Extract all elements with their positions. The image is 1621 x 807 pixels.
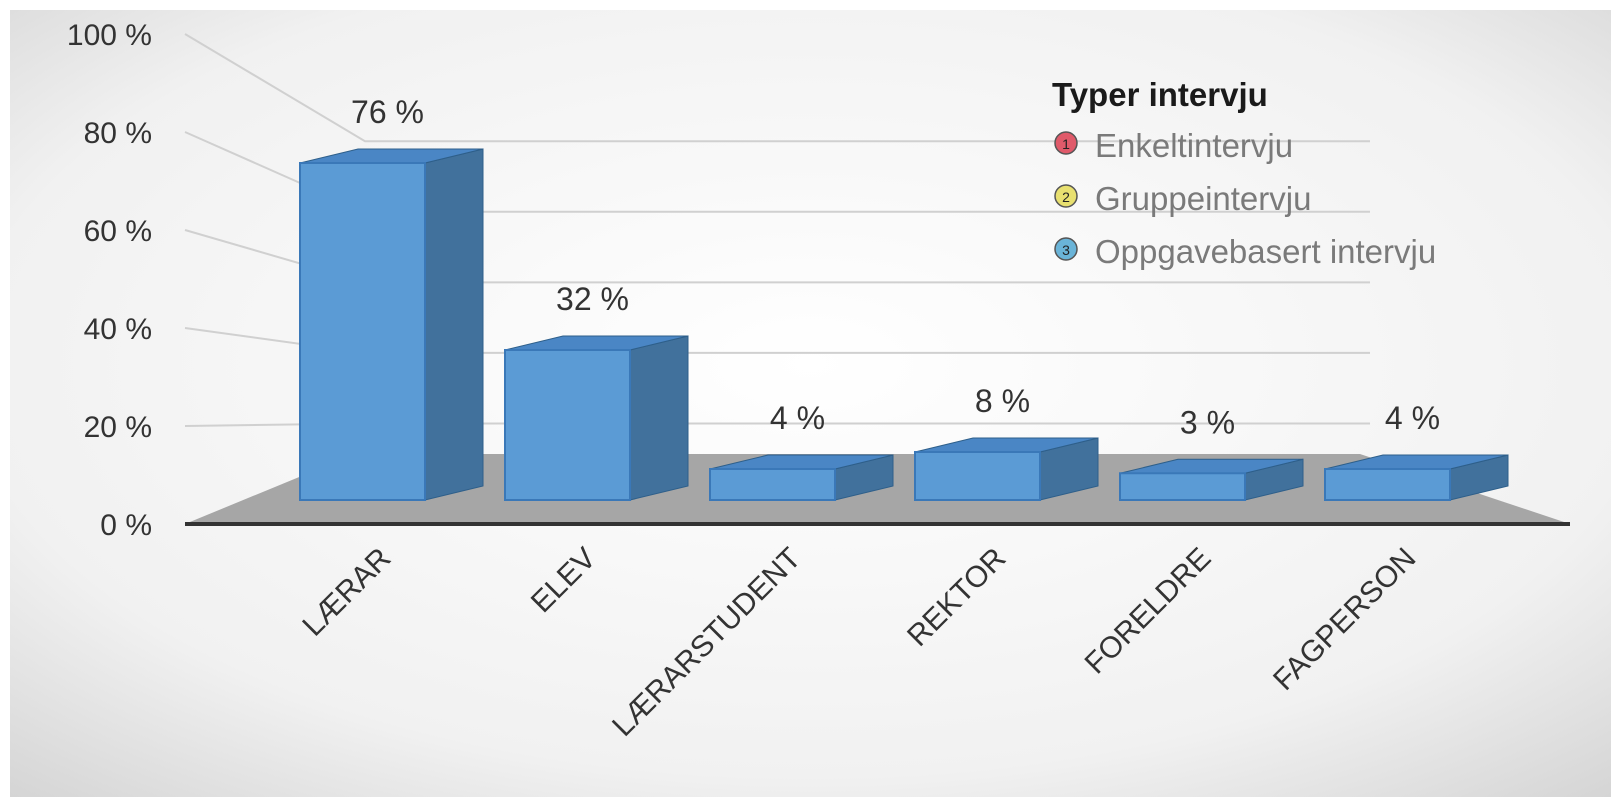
bar bbox=[504, 349, 631, 501]
bar bbox=[299, 162, 426, 501]
y-axis-ticks: 0 % 20 % 40 % 60 % 80 % 100 % bbox=[67, 19, 152, 542]
bar-side bbox=[629, 335, 689, 501]
legend-item: 3 Oppgavebasert intervju bbox=[1054, 233, 1436, 270]
bar-series bbox=[299, 148, 1509, 501]
legend-badge-number: 3 bbox=[1062, 242, 1070, 258]
data-labels: 76 % 32 % 4 % 8 % 3 % 4 % bbox=[351, 94, 1440, 440]
legend-badge-icon bbox=[1054, 184, 1078, 208]
y-tick-label: 40 % bbox=[84, 313, 152, 346]
legend-label: Enkeltintervju bbox=[1095, 127, 1293, 164]
data-label: 3 % bbox=[1180, 404, 1235, 440]
data-label: 8 % bbox=[975, 383, 1030, 419]
legend-title: Typer intervju bbox=[1052, 76, 1268, 113]
y-tick-label: 100 % bbox=[67, 19, 152, 52]
legend-badge-icon bbox=[1054, 131, 1078, 155]
y-tick-label: 80 % bbox=[84, 117, 152, 150]
legend: Typer intervju 1 Enkeltintervju 2 Gruppeint… bbox=[1052, 76, 1436, 270]
bar-group bbox=[299, 148, 484, 501]
legend-label: Oppgavebasert intervju bbox=[1095, 233, 1436, 270]
data-label: 4 % bbox=[1385, 400, 1440, 436]
bar-group bbox=[1324, 454, 1509, 501]
legend-badge-number: 1 bbox=[1062, 136, 1070, 152]
legend-item: 2 Gruppeintervju bbox=[1054, 180, 1311, 217]
bar-group bbox=[504, 335, 689, 501]
bar-group bbox=[914, 437, 1099, 501]
y-tick-label: 20 % bbox=[84, 411, 152, 444]
legend-badge-icon bbox=[1054, 237, 1078, 261]
bar-side bbox=[424, 148, 484, 501]
bar-group bbox=[709, 454, 894, 501]
y-tick-label: 0 % bbox=[100, 509, 152, 542]
bar bbox=[914, 451, 1041, 501]
gridline bbox=[184, 33, 1370, 143]
bar-group bbox=[1119, 458, 1304, 501]
bar bbox=[1119, 472, 1246, 501]
legend-label: Gruppeintervju bbox=[1095, 180, 1311, 217]
data-label: 4 % bbox=[770, 400, 825, 436]
bar bbox=[709, 468, 836, 501]
y-tick-label: 60 % bbox=[84, 215, 152, 248]
legend-badge-number: 2 bbox=[1062, 189, 1070, 205]
data-label: 32 % bbox=[556, 281, 629, 317]
legend-item: 1 Enkeltintervju bbox=[1054, 127, 1293, 164]
data-label: 76 % bbox=[351, 94, 424, 130]
bar bbox=[1324, 468, 1451, 501]
